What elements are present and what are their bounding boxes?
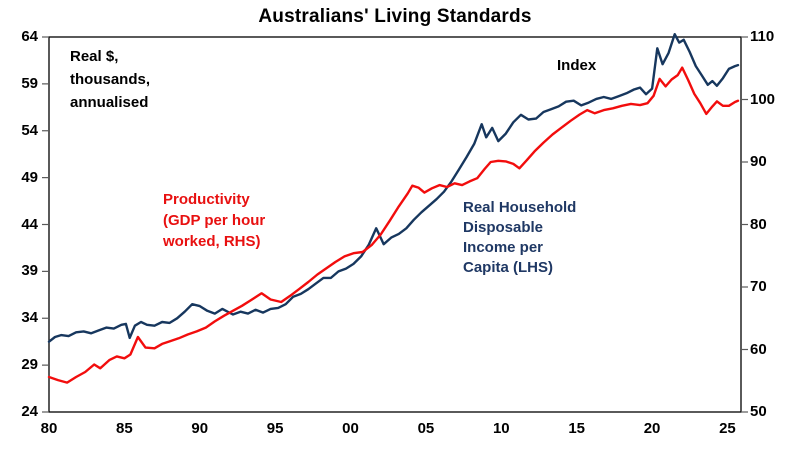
x-axis-tick-label: 90: [191, 420, 209, 437]
productivity-series-label: Productivity (GDP per hour worked, RHS): [163, 189, 265, 252]
income-label-line: Income per: [463, 239, 544, 256]
x-axis-tick-label: 95: [266, 420, 284, 437]
left-axis-note-line: annualised: [70, 94, 149, 111]
x-axis-tick-label: 05: [417, 420, 435, 437]
right-axis-tick-label: 100: [750, 90, 776, 108]
left-axis-tick-label: 34: [21, 309, 38, 327]
left-axis-tick-label: 49: [21, 168, 38, 186]
left-axis-note-line: thousands,: [70, 71, 151, 88]
left-axis-units-note: Real $, thousands, annualised: [70, 45, 150, 114]
right-axis-tick-label: 60: [750, 340, 767, 358]
right-axis-tick-label: 110: [750, 28, 775, 45]
x-axis-tick-label: 00: [342, 420, 359, 437]
x-axis-tick-label: 15: [568, 420, 585, 437]
productivity-line: [47, 66, 740, 384]
income-label-line: Real Household: [463, 199, 577, 216]
right-axis-tick-label: 50: [750, 403, 767, 420]
left-axis-tick-label: 24: [21, 403, 38, 420]
left-axis-tick-label: 54: [21, 121, 38, 139]
right-axis-tick-label: 80: [750, 215, 767, 233]
left-axis-tick-label: 59: [21, 74, 38, 92]
x-axis-tick-label: 20: [643, 420, 661, 437]
left-axis-tick-label: 29: [21, 356, 38, 374]
productivity-label-line: Productivity: [163, 191, 250, 208]
productivity-label-line: worked, RHS): [163, 233, 261, 250]
income-series-label: Real Household Disposable Income per Cap…: [463, 198, 576, 278]
income-line: [47, 33, 740, 343]
right-axis-tick-label: 70: [750, 278, 767, 295]
productivity-label-line: (GDP per hour: [163, 212, 266, 229]
plot-frame: [48, 36, 742, 413]
x-axis-tick-label: 10: [492, 420, 510, 437]
right-axis-units-note: Index: [557, 57, 597, 74]
left-axis-tick-label: 44: [21, 215, 38, 233]
chart-title: Australians' Living Standards: [258, 6, 532, 27]
x-axis-tick-label: 25: [719, 420, 736, 437]
income-label-line: Disposable: [463, 219, 544, 236]
x-axis-tick-label: 85: [116, 420, 133, 437]
right-axis-tick-label: 90: [750, 153, 767, 170]
left-axis-tick-label: 39: [21, 262, 38, 280]
x-axis-tick-label: 80: [40, 420, 58, 437]
left-axis-note-line: Real $,: [70, 48, 119, 65]
left-axis-tick-label: 64: [21, 28, 38, 45]
income-label-line: Capita (LHS): [463, 259, 553, 276]
